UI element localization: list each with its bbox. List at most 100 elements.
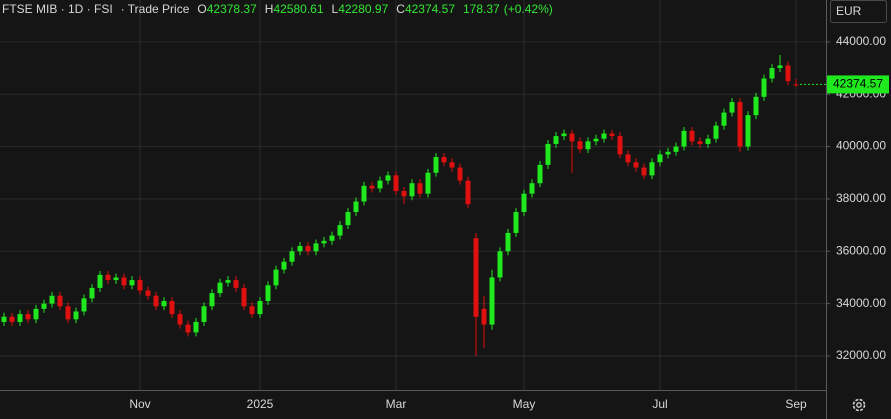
candle-body — [321, 240, 327, 244]
candle-body — [641, 167, 647, 176]
candle-body — [449, 162, 455, 168]
candle-body — [625, 154, 631, 163]
currency-dropdown[interactable]: EUR — [830, 0, 887, 23]
candle-body — [545, 143, 551, 165]
candle-body — [425, 172, 431, 194]
candle-body — [721, 112, 727, 126]
y-tick-label: 36000.00 — [836, 243, 886, 257]
candle-body — [169, 301, 175, 315]
x-tick-label: May — [513, 397, 536, 411]
candle-body — [41, 303, 47, 309]
last-price-label: 42374.57 — [833, 77, 883, 91]
candle-body — [121, 277, 127, 286]
candle-body — [417, 183, 423, 194]
y-tick-label: 32000.00 — [836, 348, 886, 362]
candle-body — [129, 280, 135, 286]
candle-body — [337, 225, 343, 236]
candle-body — [729, 102, 735, 113]
candle-body — [313, 243, 319, 252]
candle-body — [601, 133, 607, 139]
candle-body — [193, 321, 199, 333]
candle-body — [97, 274, 103, 288]
close-value: 42374.57 — [404, 2, 455, 16]
instrument-title: FTSE MIB · 1D · FSI — [2, 2, 113, 16]
x-tick-label: 2025 — [247, 397, 274, 411]
candle-body — [473, 238, 479, 317]
candle-body — [361, 185, 367, 202]
candle-body — [689, 130, 695, 142]
candle-body — [241, 287, 247, 307]
candle-body — [697, 141, 703, 144]
x-tick-label: Sep — [785, 397, 807, 411]
x-tick-label: Nov — [129, 397, 150, 411]
candle-body — [89, 287, 95, 299]
candle-body — [73, 311, 79, 320]
candle-body — [793, 84, 799, 86]
candle-body — [281, 261, 287, 270]
candle-body — [521, 193, 527, 213]
candle-body — [745, 115, 751, 147]
change-percent: (+0.42%) — [503, 2, 553, 16]
candle-body — [673, 146, 679, 152]
candle-body — [409, 183, 415, 197]
candle-body — [353, 201, 359, 213]
candle-body — [561, 133, 567, 137]
candle-body — [161, 301, 167, 307]
candle-body — [81, 298, 87, 312]
candle-body — [57, 295, 63, 307]
y-tick-label: 40000.00 — [836, 139, 886, 153]
candle-body — [577, 141, 583, 150]
x-tick-label: Jul — [652, 397, 667, 411]
candle-body — [329, 235, 335, 241]
x-tick-label: Mar — [386, 397, 407, 411]
candle-body — [465, 180, 471, 205]
candle-body — [225, 280, 231, 283]
candle-body — [345, 212, 351, 226]
candle-body — [609, 133, 615, 137]
candle-body — [665, 151, 671, 155]
candle-body — [489, 277, 495, 325]
candle-body — [273, 269, 279, 286]
candle-body — [529, 183, 535, 194]
candle-body — [249, 306, 255, 315]
candle-body — [401, 191, 407, 197]
candle-body — [593, 138, 599, 142]
candle-body — [185, 324, 191, 333]
candle-body — [33, 308, 39, 320]
y-tick-label: 44000.00 — [836, 34, 886, 48]
candle-body — [1, 316, 7, 322]
candle-body — [497, 251, 503, 278]
gear-inner[interactable] — [856, 402, 862, 408]
candle-body — [481, 308, 487, 325]
candle-body — [65, 306, 71, 320]
candle-body — [25, 314, 31, 320]
candle-body — [145, 290, 151, 296]
settings-button[interactable] — [852, 398, 866, 412]
candle-body — [553, 136, 559, 144]
candle-body — [441, 157, 447, 163]
candle-body — [617, 136, 623, 155]
candle-body — [433, 157, 439, 173]
y-tick-label: 38000.00 — [836, 191, 886, 205]
candle-body — [265, 285, 271, 302]
gear-outer[interactable] — [852, 398, 866, 412]
candle-body — [305, 246, 311, 252]
currency-label[interactable]: EUR — [836, 4, 862, 18]
candle-body — [297, 246, 303, 252]
candle-body — [649, 162, 655, 176]
candle-body — [209, 293, 215, 307]
candle-body — [385, 175, 391, 181]
candle-body — [505, 232, 511, 252]
low-label: L — [331, 2, 339, 16]
candle-body — [785, 65, 791, 82]
candle-body — [633, 162, 639, 168]
candle-body — [681, 130, 687, 147]
candle-body — [777, 65, 783, 69]
candle-body — [153, 295, 159, 307]
candle-body — [537, 164, 543, 184]
candle-body — [769, 68, 775, 79]
candle-body — [105, 274, 111, 281]
currency-box[interactable] — [830, 0, 887, 23]
high-label: H — [264, 2, 274, 16]
